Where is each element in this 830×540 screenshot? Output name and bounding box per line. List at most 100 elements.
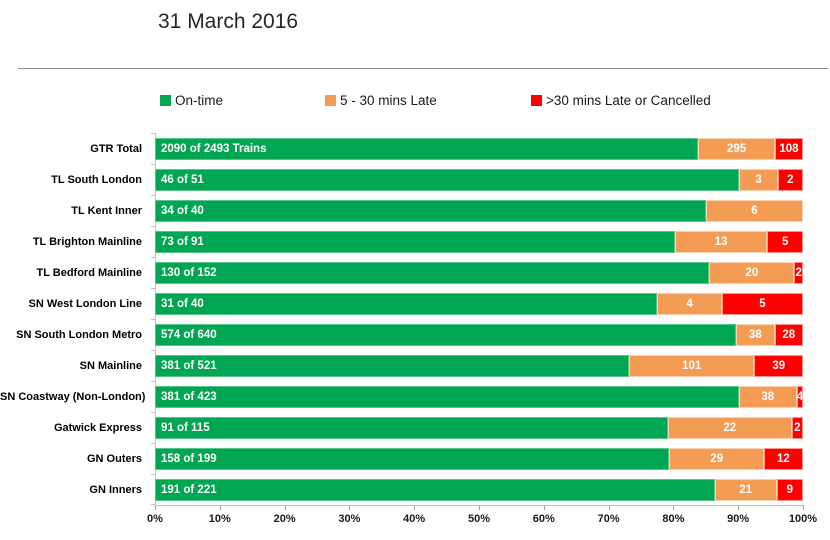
late-segment: 20 (709, 261, 795, 284)
percent-axis-tick (803, 505, 804, 510)
bar-row: TL Brighton Mainline 73 of 91 13 5 (0, 226, 830, 257)
late-segment: 101 (628, 354, 755, 377)
percent-axis-tick (738, 505, 740, 510)
percent-axis-tick (414, 505, 416, 510)
bar-row: SN South London Metro 574 of 640 38 28 (0, 319, 830, 350)
legend-item: 5 - 30 mins Late (325, 93, 437, 108)
percent-axis-tick (608, 505, 610, 510)
bar-track: 381 of 423 38 4 (155, 385, 803, 408)
category-label: SN South London Metro (16, 328, 142, 341)
category-label: TL Brighton Mainline (32, 235, 142, 248)
category-label: Gatwick Express (53, 421, 142, 434)
legend-item-label: On-time (175, 93, 224, 108)
category-axis-tick (151, 474, 156, 475)
category-label: TL Kent Inner (71, 204, 142, 217)
category-label: TL Bedford Mainline (36, 266, 142, 279)
category-axis-tick (151, 226, 156, 227)
cancelled-segment: 2 (794, 261, 803, 284)
on-time-segment: 2090 of 2493 Trains (155, 137, 699, 160)
bar-track: 158 of 199 29 12 (155, 447, 803, 470)
late-segment: 295 (698, 137, 775, 160)
category-axis-tick (151, 257, 156, 258)
percent-axis-tick (284, 505, 286, 510)
bar-row: GN Outers 158 of 199 29 12 (0, 443, 830, 474)
cancelled-segment: 39 (754, 354, 803, 377)
bar-row: TL Kent Inner 34 of 40 6 (0, 195, 830, 226)
late-segment: 29 (669, 447, 764, 470)
late-segment: 38 (736, 323, 775, 346)
plot-area: GTR Total 2090 of 2493 Trains 295 108 TL… (0, 133, 830, 505)
percent-axis-tick (349, 505, 351, 510)
category-axis-tick (151, 133, 156, 134)
percent-axis-tick-label: 50% (467, 513, 491, 525)
percent-axis: 0% 10% 20% 30% 40% 50% 60% 70% 80% 90% 100% (0, 505, 830, 537)
late-segment: 38 (738, 385, 797, 408)
bar-row: TL Bedford Mainline 130 of 152 20 2 (0, 257, 830, 288)
bar-track: 73 of 91 13 5 (155, 230, 803, 253)
legend-swatch-icon (531, 95, 542, 106)
percent-axis-tick (543, 505, 545, 510)
bar-track: 574 of 640 38 28 (155, 323, 803, 346)
bar-rows: GTR Total 2090 of 2493 Trains 295 108 TL… (0, 133, 830, 505)
cancelled-segment: 5 (767, 230, 803, 253)
percent-axis-tick (479, 505, 480, 510)
on-time-segment: 130 of 152 (155, 261, 710, 284)
percent-axis-tick-label: 40% (403, 513, 426, 525)
cancelled-segment: 108 (774, 137, 803, 160)
on-time-segment: 91 of 115 (155, 416, 668, 439)
percent-axis-tick-label: 80% (662, 513, 685, 525)
cancelled-segment: 28 (774, 323, 803, 346)
category-axis-tick (151, 412, 156, 413)
bar-row: SN Mainline 381 of 521 101 39 (0, 350, 830, 381)
late-segment: 21 (715, 478, 777, 501)
legend-item: On-time (160, 93, 223, 108)
late-segment: 6 (705, 199, 803, 222)
legend-swatch-icon (160, 95, 171, 106)
category-axis-tick (151, 319, 156, 320)
bar-row: Gatwick Express 91 of 115 22 2 (0, 412, 830, 443)
on-time-segment: 191 of 221 (155, 478, 716, 501)
category-axis-tick (151, 443, 156, 444)
percent-axis-tick-label: 70% (597, 513, 620, 525)
cancelled-segment: 12 (763, 447, 803, 470)
percent-axis-tick-label: 10% (208, 513, 231, 525)
category-label: GN Inners (89, 483, 142, 496)
on-time-segment: 46 of 51 (155, 168, 740, 191)
category-axis-tick (151, 350, 156, 351)
bar-row: SN West London Line 31 of 40 4 5 (0, 288, 830, 319)
late-segment: 3 (739, 168, 778, 191)
cancelled-segment: 2 (791, 416, 803, 439)
category-axis-tick (151, 381, 156, 382)
on-time-segment: 73 of 91 (155, 230, 675, 253)
bar-row: GTR Total 2090 of 2493 Trains 295 108 (0, 133, 830, 164)
cancelled-segment: 4 (797, 385, 803, 408)
percent-axis-tick-label: 20% (273, 513, 296, 525)
percent-axis-tick (219, 505, 221, 510)
bar-track: 31 of 40 4 5 (155, 292, 803, 315)
legend-item-label: >30 mins Late or Cancelled (546, 93, 711, 108)
percent-axis-tick-label: 30% (338, 513, 361, 525)
bar-track: 34 of 40 6 (155, 199, 803, 222)
percent-axis-tick (673, 505, 675, 510)
late-segment: 4 (657, 292, 722, 315)
bar-track: 130 of 152 20 2 (155, 261, 803, 284)
bar-row: SN Coastway (Non-London) 381 of 423 38 4 (0, 381, 830, 412)
category-label: GTR Total (90, 142, 142, 155)
chart-title: 31 March 2016 (158, 10, 299, 33)
category-axis-tick (151, 288, 156, 289)
category-axis-tick (151, 504, 156, 505)
cancelled-segment: 9 (776, 478, 803, 501)
on-time-segment: 31 of 40 (155, 292, 658, 315)
bar-track: 381 of 521 101 39 (155, 354, 803, 377)
legend-item-label: 5 - 30 mins Late (340, 93, 437, 108)
category-label: GN Outers (86, 452, 142, 465)
legend-swatch-icon (325, 95, 336, 106)
bar-track: 91 of 115 22 2 (155, 416, 803, 439)
on-time-segment: 574 of 640 (155, 323, 737, 346)
percent-axis-tick (155, 505, 156, 510)
percent-axis-tick-label: 90% (727, 513, 750, 525)
bar-row: GN Inners 191 of 221 21 9 (0, 474, 830, 505)
category-label: SN West London Line (28, 297, 142, 310)
percent-axis-tick-label: 100% (788, 513, 818, 525)
